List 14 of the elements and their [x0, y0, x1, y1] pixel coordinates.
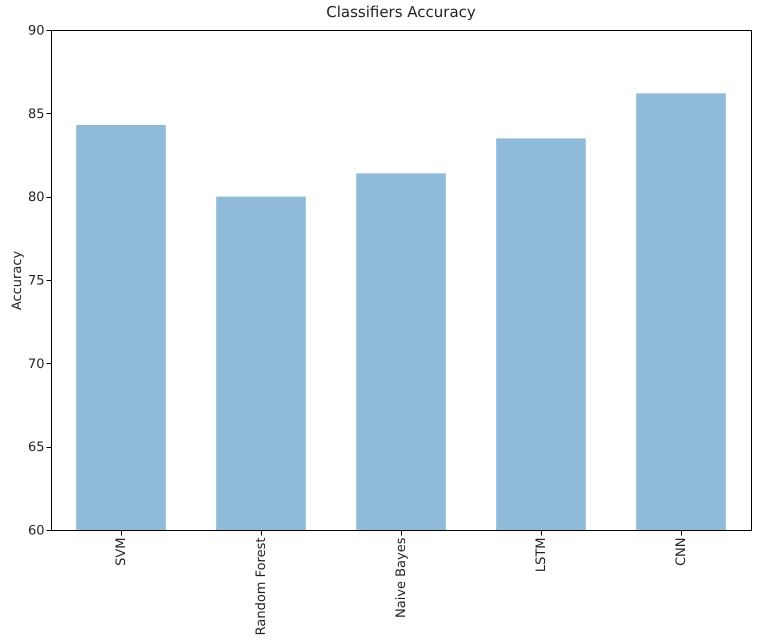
chart-title: Classifiers Accuracy	[326, 3, 476, 21]
y-tick-label: 75	[28, 274, 44, 288]
y-tick-label: 85	[28, 106, 44, 122]
y-tick-label: 80	[28, 190, 44, 206]
x-tick-label: LSTM	[534, 538, 549, 572]
y-tick-label: 60	[28, 524, 44, 538]
x-tick-label: CNN	[674, 538, 689, 566]
y-tick-label: 70	[28, 356, 44, 372]
x-tick-label: SVM	[114, 538, 129, 566]
x-tick-label: Naive Bayes	[394, 537, 409, 618]
y-tick-label: 65	[28, 440, 44, 456]
y-axis-title: Accuracy	[10, 250, 25, 310]
x-tick-label: Random Forest	[254, 538, 269, 636]
y-tick-label: 90	[28, 24, 44, 38]
